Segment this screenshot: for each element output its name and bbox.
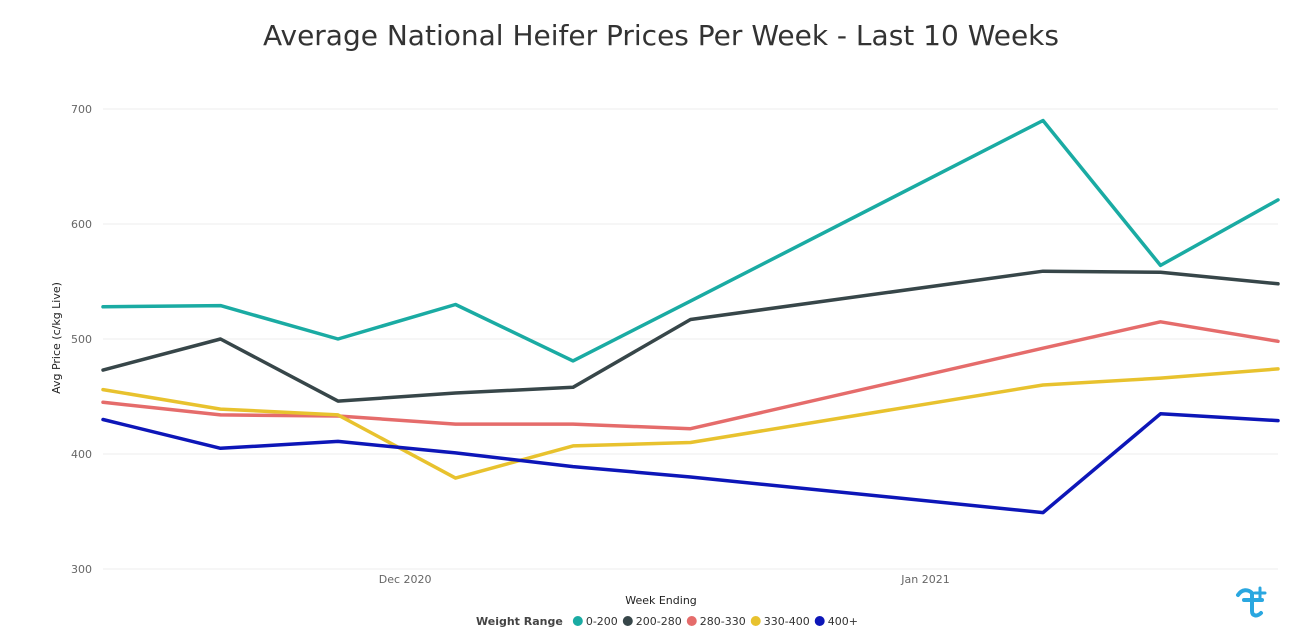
legend-label: 0-200 (586, 615, 618, 628)
legend-label: 330-400 (764, 615, 810, 628)
series-line-200-280 (101, 269, 1280, 403)
legend-marker (750, 616, 761, 626)
chart-title: Average National Heifer Prices Per Week … (263, 19, 1059, 52)
legend-marker (814, 616, 825, 626)
y-axis-ticks: 300 400 500 600 700 (71, 103, 92, 576)
cross-logo-icon (1236, 586, 1267, 618)
series-line-330-400 (101, 367, 1280, 480)
legend: Weight Range 0-200 200-280 280-330 330-400 40… (476, 615, 858, 628)
y-tick-label: 400 (71, 448, 92, 461)
series-line-0-200 (101, 118, 1280, 363)
series-lines (101, 118, 1280, 515)
series-line-400+ (101, 412, 1280, 515)
legend-label: 280-330 (700, 615, 746, 628)
y-tick-label: 600 (71, 218, 92, 231)
x-tick-label: Jan 2021 (900, 573, 949, 586)
series-line-280-330 (101, 320, 1280, 431)
legend-label: 200-280 (636, 615, 682, 628)
gridlines (103, 108, 1278, 570)
legend-marker (572, 616, 583, 626)
legend-label: 400+ (828, 615, 858, 628)
y-axis-title: Avg Price (c/kg Live) (50, 282, 63, 394)
legend-marker (622, 616, 633, 626)
x-axis-ticks: Dec 2020 Jan 2021 (379, 573, 950, 586)
y-tick-label: 700 (71, 103, 92, 116)
y-tick-label: 300 (71, 563, 92, 576)
legend-marker (686, 616, 697, 626)
y-tick-label: 500 (71, 333, 92, 346)
x-tick-label: Dec 2020 (379, 573, 432, 586)
legend-title: Weight Range (476, 615, 563, 628)
x-axis-title: Week Ending (625, 594, 697, 607)
